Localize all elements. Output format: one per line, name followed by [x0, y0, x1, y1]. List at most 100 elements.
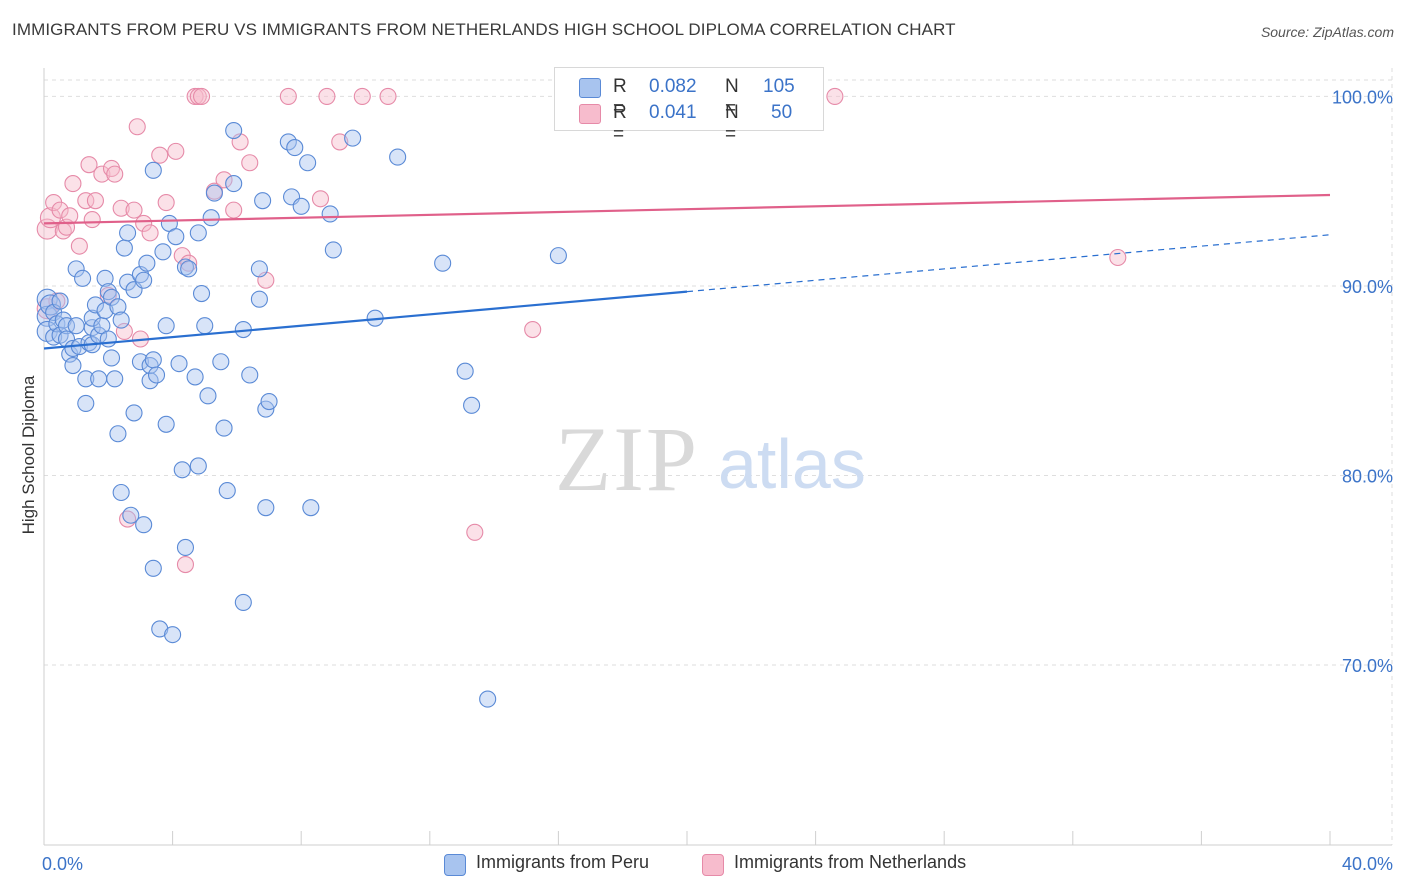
netherlands-point: [128, 118, 146, 136]
peru-trend-extension: [686, 234, 1331, 293]
peru-point: [154, 243, 172, 261]
peru-point: [167, 228, 185, 246]
y-tick-label: 90.0%: [1342, 277, 1393, 297]
peru-point: [186, 368, 204, 386]
peru-point: [257, 499, 275, 517]
netherlands-point: [106, 165, 124, 183]
y-tick-label: 80.0%: [1342, 466, 1393, 486]
peru-trend-line: [43, 290, 688, 350]
peru-point: [57, 317, 76, 335]
legend-n-value: 105: [763, 76, 795, 97]
peru-point: [74, 269, 92, 287]
watermark: ZIP atlas: [555, 408, 866, 510]
legend-r-value: 0.082: [649, 76, 697, 97]
peru-point: [225, 175, 243, 193]
source-label: Source: ZipAtlas.com: [1260, 24, 1394, 40]
peru-point: [77, 394, 95, 412]
peru-point: [199, 387, 217, 405]
netherlands-point: [51, 201, 69, 219]
peru-point: [45, 328, 63, 346]
peru-point: [202, 209, 220, 227]
peru-point: [164, 626, 182, 644]
netherlands-point: [215, 171, 233, 189]
peru-point: [157, 317, 175, 335]
peru-point: [180, 260, 198, 278]
peru-point: [212, 353, 230, 371]
peru-point: [250, 260, 268, 278]
legend-r-key: R =: [613, 76, 627, 119]
peru-point: [176, 538, 195, 557]
netherlands-point: [279, 87, 297, 105]
netherlands-point: [225, 201, 243, 219]
legend-r-key: R =: [613, 102, 627, 145]
legend-r-value: 0.041: [649, 102, 697, 123]
peru-point: [344, 129, 362, 147]
y-axis-label: High School Diploma: [19, 375, 38, 534]
peru-point: [321, 205, 339, 223]
netherlands-point: [524, 320, 542, 339]
peru-points: [36, 121, 567, 708]
axis-layer: 100.0% 90.0% 80.0% 70.0% 0.0% 40.0%: [42, 68, 1393, 874]
peru-point: [115, 239, 133, 257]
peru-point: [109, 425, 127, 443]
bottom-legend-label-peru: Immigrants from Peru: [476, 852, 650, 872]
peru-point: [144, 559, 162, 577]
peru-point: [51, 292, 69, 310]
chart-title: IMMIGRANTS FROM PERU VS IMMIGRANTS FROM …: [12, 20, 956, 39]
peru-point: [302, 499, 320, 517]
peru-point: [260, 392, 278, 411]
netherlands-point: [70, 237, 88, 255]
netherlands-point: [112, 199, 130, 217]
peru-point: [90, 370, 108, 388]
peru-point: [434, 254, 452, 272]
legend-swatch-peru: [579, 78, 601, 98]
y-tick-label: 70.0%: [1342, 656, 1393, 676]
peru-point: [170, 355, 188, 373]
peru-point: [86, 296, 104, 314]
peru-point: [234, 593, 252, 611]
peru-point: [479, 690, 497, 708]
peru-point: [106, 370, 124, 388]
peru-point: [250, 290, 268, 308]
peru-point: [141, 356, 159, 375]
netherlands-point: [141, 224, 159, 242]
legend-n-key: N =: [725, 102, 739, 145]
peru-point: [218, 482, 236, 500]
peru-point: [205, 184, 223, 202]
netherlands-point: [86, 192, 104, 210]
peru-point: [96, 269, 114, 287]
netherlands-point: [379, 87, 397, 105]
peru-point: [241, 366, 259, 384]
peru-point: [122, 506, 140, 524]
netherlands-point: [151, 146, 169, 164]
peru-point: [463, 396, 481, 414]
netherlands-point: [135, 214, 153, 232]
peru-point: [189, 224, 207, 242]
peru-point: [125, 404, 143, 422]
bottom-legend-label-netherlands: Immigrants from Netherlands: [734, 852, 967, 872]
legend-n-key: N =: [725, 76, 739, 119]
netherlands-point: [102, 159, 121, 177]
peru-point: [112, 311, 130, 329]
peru-point: [131, 353, 149, 371]
netherlands-point: [466, 523, 484, 541]
netherlands-point: [826, 87, 844, 105]
peru-point: [173, 461, 191, 479]
peru-point: [299, 154, 317, 172]
peru-point: [292, 197, 310, 215]
netherlands-point: [192, 87, 211, 105]
netherlands-point: [167, 142, 185, 160]
peru-point: [147, 366, 166, 384]
netherlands-point: [1109, 248, 1127, 267]
peru-point: [112, 483, 130, 502]
peru-point: [144, 351, 162, 369]
peru-point: [109, 298, 127, 316]
peru-point: [67, 260, 85, 278]
peru-point: [225, 121, 243, 140]
peru-point: [102, 349, 121, 367]
netherlands-point: [80, 156, 98, 174]
peru-point: [389, 148, 407, 166]
peru-point: [67, 317, 85, 335]
netherlands-point: [311, 190, 330, 208]
